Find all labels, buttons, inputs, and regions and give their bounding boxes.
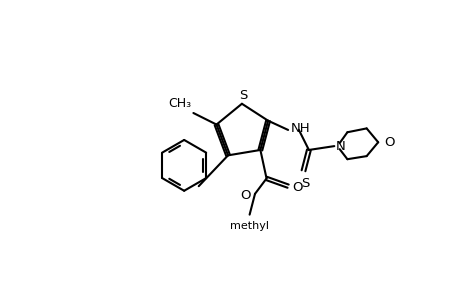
Text: S: S <box>300 177 308 190</box>
Text: CH₃: CH₃ <box>168 97 190 110</box>
Text: S: S <box>239 89 247 102</box>
Text: N: N <box>335 140 345 153</box>
Text: O: O <box>384 136 394 149</box>
Text: NH: NH <box>291 122 310 135</box>
Text: O: O <box>291 181 302 194</box>
Text: methyl: methyl <box>230 221 269 231</box>
Text: O: O <box>239 189 250 202</box>
